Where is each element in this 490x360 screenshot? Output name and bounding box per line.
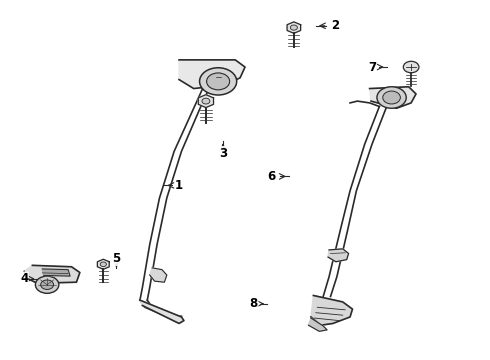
Circle shape	[383, 91, 400, 104]
Circle shape	[41, 280, 53, 289]
Polygon shape	[311, 296, 352, 325]
Polygon shape	[98, 259, 109, 269]
Circle shape	[403, 61, 419, 73]
Text: 6: 6	[268, 170, 276, 183]
Text: 1: 1	[175, 179, 183, 192]
Polygon shape	[140, 300, 184, 323]
Text: 2: 2	[331, 19, 340, 32]
Circle shape	[202, 98, 210, 104]
Circle shape	[35, 276, 59, 293]
Text: 5: 5	[112, 252, 121, 265]
Polygon shape	[328, 249, 348, 262]
Circle shape	[199, 68, 237, 95]
Polygon shape	[179, 60, 245, 89]
Polygon shape	[24, 265, 80, 283]
Text: 3: 3	[219, 147, 227, 159]
Polygon shape	[369, 87, 416, 108]
Text: 8: 8	[250, 297, 258, 310]
Circle shape	[207, 73, 230, 90]
Polygon shape	[150, 268, 167, 282]
Polygon shape	[309, 318, 327, 331]
Circle shape	[100, 262, 106, 266]
Text: 7: 7	[368, 60, 376, 73]
Polygon shape	[287, 22, 301, 33]
Circle shape	[377, 87, 406, 108]
Text: 4: 4	[20, 272, 28, 285]
Polygon shape	[198, 95, 214, 108]
Circle shape	[291, 25, 297, 30]
Polygon shape	[42, 269, 70, 276]
